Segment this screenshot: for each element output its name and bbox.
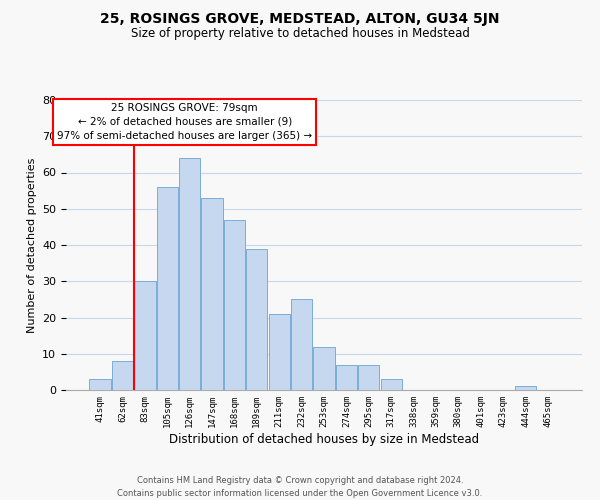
Bar xyxy=(336,364,357,390)
Text: 25 ROSINGS GROVE: 79sqm
← 2% of detached houses are smaller (9)
97% of semi-deta: 25 ROSINGS GROVE: 79sqm ← 2% of detached… xyxy=(57,103,312,141)
Bar xyxy=(112,361,133,390)
Y-axis label: Number of detached properties: Number of detached properties xyxy=(26,158,37,332)
Bar xyxy=(515,386,536,390)
Text: Contains HM Land Registry data © Crown copyright and database right 2024.
Contai: Contains HM Land Registry data © Crown c… xyxy=(118,476,482,498)
Bar xyxy=(202,198,223,390)
X-axis label: Distribution of detached houses by size in Medstead: Distribution of detached houses by size … xyxy=(169,432,479,446)
Bar xyxy=(224,220,245,390)
Text: 25, ROSINGS GROVE, MEDSTEAD, ALTON, GU34 5JN: 25, ROSINGS GROVE, MEDSTEAD, ALTON, GU34… xyxy=(100,12,500,26)
Bar xyxy=(269,314,290,390)
Text: Size of property relative to detached houses in Medstead: Size of property relative to detached ho… xyxy=(131,28,469,40)
Bar xyxy=(313,346,335,390)
Bar xyxy=(134,281,155,390)
Bar xyxy=(157,187,178,390)
Bar xyxy=(89,379,111,390)
Bar xyxy=(291,300,312,390)
Bar xyxy=(246,248,268,390)
Bar xyxy=(380,379,402,390)
Bar xyxy=(179,158,200,390)
Bar xyxy=(358,364,379,390)
